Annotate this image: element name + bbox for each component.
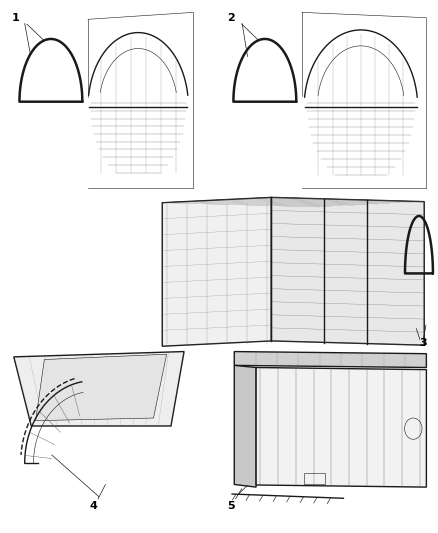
Polygon shape [35, 354, 166, 421]
Polygon shape [162, 197, 424, 207]
Bar [304, 473, 325, 484]
Text: 1: 1 [11, 13, 19, 23]
Polygon shape [234, 352, 426, 368]
Text: 2: 2 [227, 13, 235, 23]
Text: 3: 3 [420, 337, 427, 348]
Text: 4: 4 [90, 500, 98, 511]
Text: 5: 5 [227, 500, 235, 511]
Polygon shape [272, 197, 424, 345]
Polygon shape [234, 366, 256, 487]
Polygon shape [14, 352, 184, 426]
Polygon shape [256, 368, 426, 487]
Polygon shape [162, 197, 272, 346]
